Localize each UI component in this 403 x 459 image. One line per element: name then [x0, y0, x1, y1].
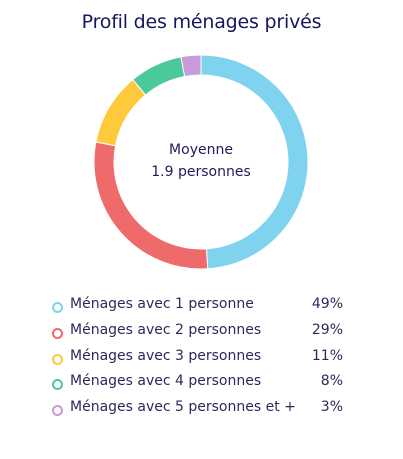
legend-label: Ménages avec 5 personnes et + [70, 399, 296, 416]
legend-item[interactable]: Ménages avec 2 personnes 29% [52, 322, 352, 348]
chart-title: Profil des ménages privés [81, 11, 322, 33]
legend-item[interactable]: Ménages avec 3 personnes 11% [52, 348, 352, 374]
donut-slice[interactable] [180, 54, 202, 78]
legend-item[interactable]: Ménages avec 1 personne 49% [52, 296, 352, 322]
donut-slice[interactable] [200, 54, 309, 270]
legend-marker-icon [52, 405, 63, 417]
legend-marker-icon [52, 302, 63, 313]
legend-value: 29% [311, 321, 343, 338]
legend-marker-icon [52, 327, 63, 339]
legend-marker-icon [52, 379, 63, 391]
legend-label: Ménages avec 4 personnes [70, 373, 262, 390]
donut-slice[interactable] [132, 56, 186, 96]
legend-value: 11% [311, 347, 343, 364]
legend-label: Ménages avec 2 personnes [70, 321, 262, 338]
center-label-line2: 1.9 personnes [151, 164, 251, 180]
legend-value: 3% [320, 399, 343, 416]
legend-marker-icon [52, 353, 63, 365]
legend: Ménages avec 1 personne 49% Ménages avec 2… [52, 296, 352, 425]
legend-label: Ménages avec 1 personne [70, 296, 254, 312]
legend-label: Ménages avec 3 personnes [70, 347, 262, 364]
donut-slice[interactable] [93, 141, 209, 270]
legend-item[interactable]: Ménages avec 5 personnes et + 3% [52, 399, 352, 425]
center-label-line1: Moyenne [169, 142, 233, 158]
legend-value: 8% [320, 373, 343, 390]
legend-value: 49% [311, 296, 343, 312]
legend-item[interactable]: Ménages avec 4 personnes 8% [52, 373, 352, 399]
donut-slice[interactable] [95, 78, 147, 147]
